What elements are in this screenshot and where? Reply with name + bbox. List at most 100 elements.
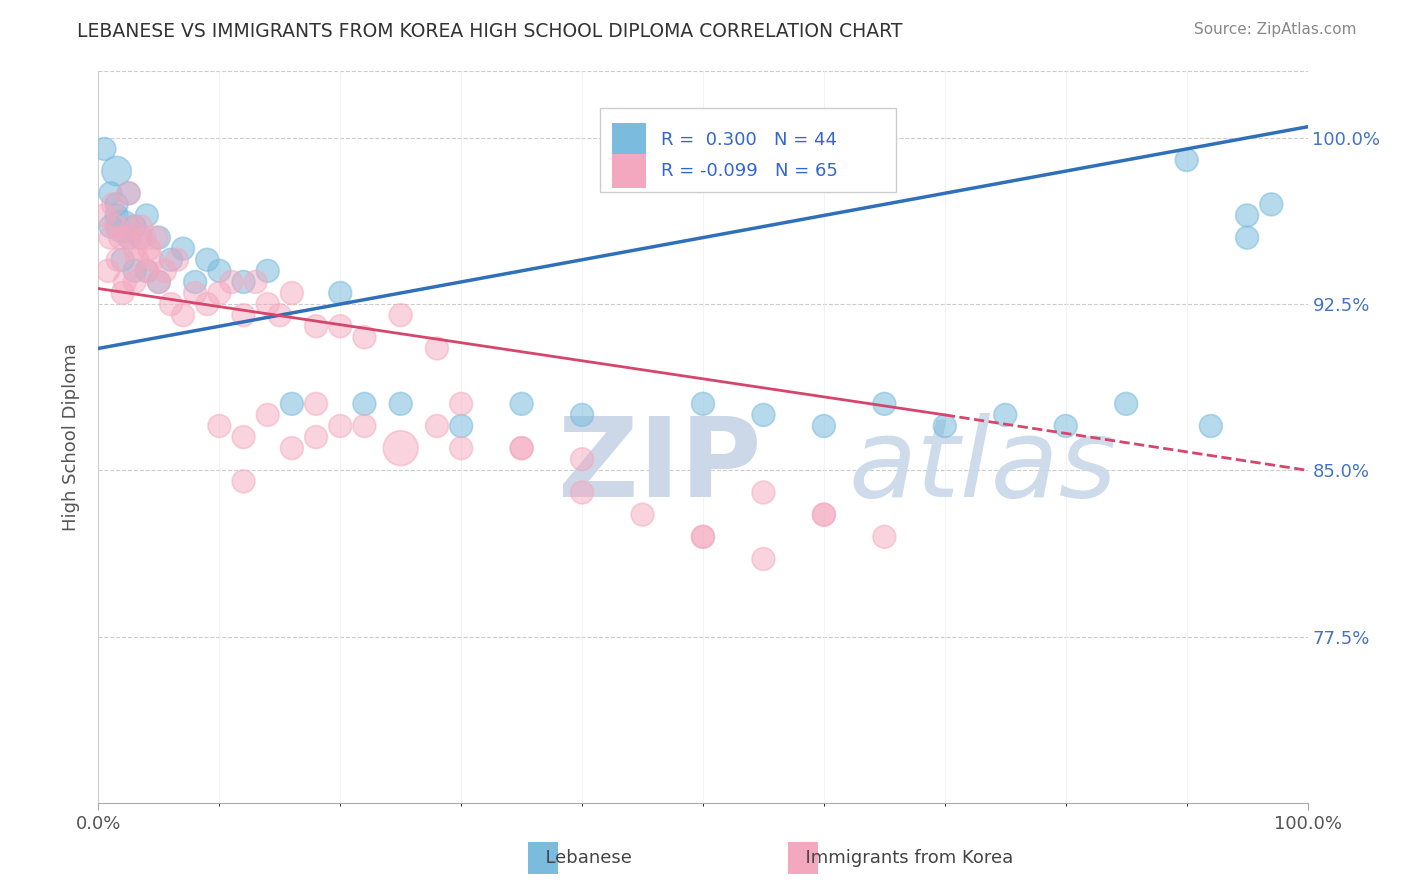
Text: ZIP: ZIP: [558, 413, 761, 520]
Point: [450, 419, 472, 434]
Point: [389, 441, 412, 455]
Point: [329, 319, 352, 334]
Point: [389, 397, 412, 411]
Point: [232, 308, 254, 322]
Point: [426, 419, 449, 434]
Point: [124, 275, 146, 289]
Point: [184, 285, 207, 300]
Text: Source: ZipAtlas.com: Source: ZipAtlas.com: [1194, 22, 1357, 37]
FancyBboxPatch shape: [600, 108, 897, 192]
Point: [752, 485, 775, 500]
Point: [281, 285, 304, 300]
Point: [1199, 419, 1222, 434]
Point: [571, 452, 593, 467]
Point: [107, 252, 129, 267]
Point: [305, 430, 328, 444]
Point: [1236, 209, 1258, 223]
Point: [571, 485, 593, 500]
Point: [329, 419, 352, 434]
Point: [166, 252, 188, 267]
Point: [153, 264, 176, 278]
Point: [692, 530, 714, 544]
Point: [93, 142, 115, 156]
Point: [450, 397, 472, 411]
Text: atlas: atlas: [848, 413, 1116, 520]
Point: [108, 230, 131, 244]
Point: [813, 508, 835, 522]
Point: [256, 408, 278, 422]
Point: [1115, 397, 1137, 411]
Point: [256, 264, 278, 278]
Point: [631, 508, 654, 522]
Point: [135, 209, 157, 223]
Point: [160, 297, 183, 311]
Point: [692, 530, 714, 544]
Point: [142, 252, 165, 267]
Point: [1260, 197, 1282, 211]
Point: [426, 342, 449, 356]
Point: [195, 252, 218, 267]
Point: [873, 530, 896, 544]
Point: [305, 319, 328, 334]
Point: [114, 275, 136, 289]
Point: [105, 164, 128, 178]
Point: [221, 275, 243, 289]
Point: [148, 275, 170, 289]
Point: [100, 186, 122, 201]
Point: [172, 308, 194, 322]
Point: [124, 219, 146, 234]
Point: [172, 242, 194, 256]
Point: [145, 230, 167, 244]
Point: [232, 275, 254, 289]
FancyBboxPatch shape: [527, 841, 558, 874]
Point: [510, 397, 533, 411]
Point: [105, 197, 128, 211]
Point: [571, 408, 593, 422]
Text: Lebanese: Lebanese: [534, 848, 631, 867]
Point: [232, 475, 254, 489]
Point: [245, 275, 267, 289]
Point: [281, 441, 304, 455]
Text: LEBANESE VS IMMIGRANTS FROM KOREA HIGH SCHOOL DIPLOMA CORRELATION CHART: LEBANESE VS IMMIGRANTS FROM KOREA HIGH S…: [77, 22, 903, 41]
Point: [510, 441, 533, 455]
Point: [129, 219, 152, 234]
Point: [208, 285, 231, 300]
Point: [160, 252, 183, 267]
Point: [101, 197, 124, 211]
Point: [184, 275, 207, 289]
Point: [1236, 230, 1258, 244]
Point: [934, 419, 956, 434]
Point: [124, 242, 146, 256]
FancyBboxPatch shape: [613, 123, 647, 157]
Point: [353, 419, 375, 434]
Point: [232, 430, 254, 444]
Point: [813, 419, 835, 434]
Point: [510, 441, 533, 455]
Point: [105, 209, 128, 223]
Point: [148, 275, 170, 289]
Y-axis label: High School Diploma: High School Diploma: [62, 343, 80, 531]
Point: [138, 242, 160, 256]
Text: R =  0.300   N = 44: R = 0.300 N = 44: [661, 131, 837, 149]
Point: [129, 230, 152, 244]
Point: [111, 285, 134, 300]
Point: [111, 252, 134, 267]
Point: [121, 219, 143, 234]
Point: [148, 230, 170, 244]
Point: [305, 397, 328, 411]
Point: [100, 219, 122, 234]
FancyBboxPatch shape: [787, 841, 818, 874]
Point: [873, 397, 896, 411]
Point: [118, 186, 141, 201]
Point: [100, 230, 122, 244]
Point: [135, 264, 157, 278]
Point: [813, 508, 835, 522]
Point: [118, 230, 141, 244]
Point: [752, 552, 775, 566]
Point: [195, 297, 218, 311]
Point: [208, 419, 231, 434]
Point: [353, 397, 375, 411]
Point: [353, 330, 375, 344]
Point: [450, 441, 472, 455]
Point: [752, 408, 775, 422]
